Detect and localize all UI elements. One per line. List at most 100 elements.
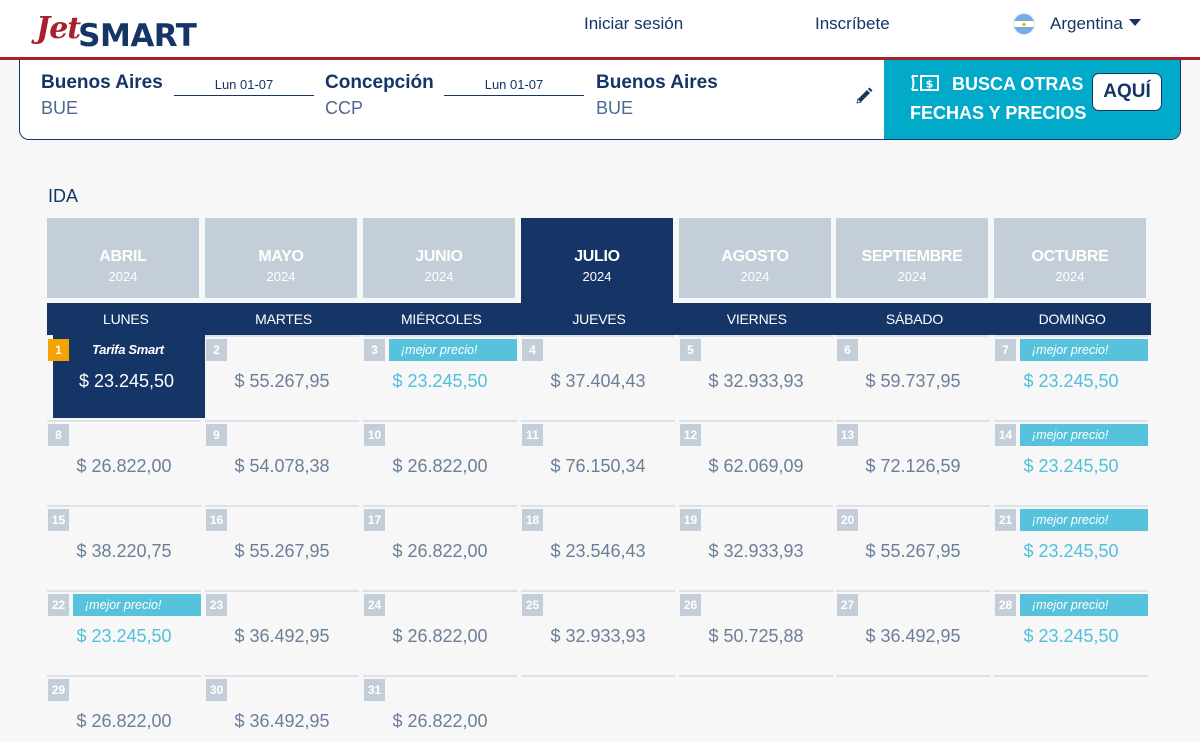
- day-number: 11: [522, 424, 543, 446]
- month-name: JULIO: [574, 248, 620, 265]
- calendar-day-cell[interactable]: 30 $ 36.492,95: [205, 675, 359, 742]
- calendar-day-cell[interactable]: 21 ¡mejor precio! $ 23.245,50: [994, 505, 1148, 590]
- calendar-day-cell[interactable]: 22 ¡mejor precio! $ 23.245,50: [47, 590, 201, 675]
- weekday-label: MIÉRCOLES: [400, 311, 482, 327]
- month-year: 2024: [582, 269, 612, 284]
- calendar-day-cell[interactable]: 8 $ 26.822,00: [47, 420, 201, 505]
- search-other-dates-button[interactable]: AQUÍ: [1092, 73, 1162, 111]
- destination-city: Concepción CCP: [325, 72, 434, 119]
- pencil-icon[interactable]: [854, 86, 874, 106]
- weekday-label: DOMINGO: [1038, 311, 1106, 327]
- day-number: 3: [364, 339, 385, 361]
- day-number: 27: [837, 594, 858, 616]
- calendar-day-cell[interactable]: 10 $ 26.822,00: [363, 420, 517, 505]
- day-number: 17: [364, 509, 385, 531]
- calendar-day-cell[interactable]: 5 $ 32.933,93: [679, 335, 833, 420]
- calendar-day-cell[interactable]: 20 $ 55.267,95: [836, 505, 990, 590]
- day-number: 9: [206, 424, 227, 446]
- signup-link[interactable]: Inscríbete: [815, 14, 890, 33]
- section-title-outbound: IDA: [48, 186, 79, 206]
- day-number: 24: [364, 594, 385, 616]
- day-price: $ 32.933,93: [550, 626, 646, 646]
- promo-line-1: BUSCA OTRAS: [952, 74, 1084, 94]
- calendar-day-cell[interactable]: 15 $ 38.220,75: [47, 505, 201, 590]
- calendar-day-cell[interactable]: 31 $ 26.822,00: [363, 675, 517, 742]
- month-year: 2024: [897, 269, 927, 284]
- month-tab-junio[interactable]: JUNIO 2024: [363, 218, 515, 298]
- month-tab-mayo[interactable]: MAYO 2024: [205, 218, 357, 298]
- month-tab-abril[interactable]: ABRIL 2024: [47, 218, 199, 298]
- calendar-day-cell[interactable]: 13 $ 72.126,59: [836, 420, 990, 505]
- return-date[interactable]: Lun 01-07: [444, 77, 584, 96]
- day-number: 15: [48, 509, 69, 531]
- month-name: SEPTIEMBRE: [861, 248, 963, 265]
- calendar-day-cell[interactable]: 11 $ 76.150,34: [521, 420, 675, 505]
- day-number: 16: [206, 509, 227, 531]
- calendar-day-cell[interactable]: 29 $ 26.822,00: [47, 675, 201, 742]
- day-price: $ 55.267,95: [234, 371, 330, 391]
- calendar-day-cell[interactable]: 14 ¡mejor precio! $ 23.245,50: [994, 420, 1148, 505]
- calendar-day-cell[interactable]: 9 $ 54.078,38: [205, 420, 359, 505]
- weekday-label: VIERNES: [726, 311, 787, 327]
- logo-script-text: Jet: [36, 11, 81, 46]
- day-number: 31: [364, 679, 385, 701]
- country-selector[interactable]: Argentina: [1014, 14, 1141, 34]
- day-number: 26: [680, 594, 701, 616]
- calendar-day-cell[interactable]: 19 $ 32.933,93: [679, 505, 833, 590]
- calendar-day-cell[interactable]: 27 $ 36.492,95: [836, 590, 990, 675]
- day-price: $ 37.404,43: [550, 371, 646, 391]
- route-summary-card: Buenos Aires BUE Lun 01-07 Concepción CC…: [19, 60, 1181, 140]
- day-price: $ 32.933,93: [708, 541, 804, 561]
- day-price: $ 38.220,75: [76, 541, 172, 561]
- logo-bold-text: SMART: [78, 18, 197, 54]
- month-name: OCTUBRE: [1031, 248, 1109, 265]
- day-number: 13: [837, 424, 858, 446]
- month-tab-agosto[interactable]: AGOSTO 2024: [679, 218, 831, 298]
- day-number: 2: [206, 339, 227, 361]
- calendar-day-cell[interactable]: 17 $ 26.822,00: [363, 505, 517, 590]
- day-number: 7: [995, 339, 1016, 361]
- origin-city: Buenos Aires BUE: [41, 72, 163, 119]
- return-city: Buenos Aires BUE: [596, 72, 718, 119]
- day-number: 20: [837, 509, 858, 531]
- calendar-day-cell[interactable]: 2 $ 55.267,95: [205, 335, 359, 420]
- calendar-day-cell[interactable]: 26 $ 50.725,88: [679, 590, 833, 675]
- calendar-day-cell[interactable]: 28 ¡mejor precio! $ 23.245,50: [994, 590, 1148, 675]
- login-link[interactable]: Iniciar sesión: [584, 14, 684, 33]
- day-number: 19: [680, 509, 701, 531]
- month-tab-octubre[interactable]: OCTUBRE 2024: [994, 218, 1146, 298]
- calendar-day-cell[interactable]: 12 $ 62.069,09: [679, 420, 833, 505]
- return-city-name: Buenos Aires: [596, 72, 718, 93]
- search-other-dates-banner: $ BUSCA OTRAS FECHAS Y PRECIOS AQUÍ: [884, 60, 1180, 139]
- svg-text:$: $: [926, 78, 934, 91]
- calendar-day-cell[interactable]: 18 $ 23.546,43: [521, 505, 675, 590]
- day-price: $ 26.822,00: [392, 711, 488, 731]
- outbound-date[interactable]: Lun 01-07: [174, 77, 314, 96]
- weekday-label: MARTES: [255, 311, 313, 327]
- day-number: 10: [364, 424, 385, 446]
- calendar-day-cell[interactable]: 7 ¡mejor precio! $ 23.245,50: [994, 335, 1148, 420]
- day-price: $ 32.933,93: [708, 371, 804, 391]
- calendar-day-cell[interactable]: 16 $ 55.267,95: [205, 505, 359, 590]
- calendar-day-cell[interactable]: 1 Tarifa Smart $ 23.245,50: [48, 335, 205, 418]
- weekday-label: SÁBADO: [885, 311, 944, 327]
- empty-day-cell: [521, 675, 675, 742]
- day-number: 18: [522, 509, 543, 531]
- day-price: $ 26.822,00: [76, 711, 172, 731]
- promo-text: $ BUSCA OTRAS FECHAS Y PRECIOS: [910, 71, 1086, 127]
- month-tab-julio[interactable]: JULIO 2024: [521, 218, 673, 304]
- calendar-day-cell[interactable]: 4 $ 37.404,43: [521, 335, 675, 420]
- calendar-day-cell[interactable]: 3 ¡mejor precio! $ 23.245,50: [363, 335, 517, 420]
- calendar-day-cell[interactable]: 25 $ 32.933,93: [521, 590, 675, 675]
- jetsmart-logo[interactable]: Jet SMART: [36, 4, 197, 54]
- month-year: 2024: [108, 269, 138, 284]
- argentina-flag-icon: [1014, 14, 1034, 34]
- calendar-day-cell[interactable]: 23 $ 36.492,95: [205, 590, 359, 675]
- day-price: $ 23.245,50: [78, 371, 175, 391]
- month-tab-septiembre[interactable]: SEPTIEMBRE 2024: [836, 218, 988, 298]
- calendar-day-cell[interactable]: 24 $ 26.822,00: [363, 590, 517, 675]
- calendar-day-cell[interactable]: 6 $ 59.737,95: [836, 335, 990, 420]
- best-price-badge: ¡mejor precio!: [1020, 509, 1148, 531]
- day-number: 14: [995, 424, 1016, 446]
- promo-line-2: FECHAS Y PRECIOS: [910, 103, 1087, 123]
